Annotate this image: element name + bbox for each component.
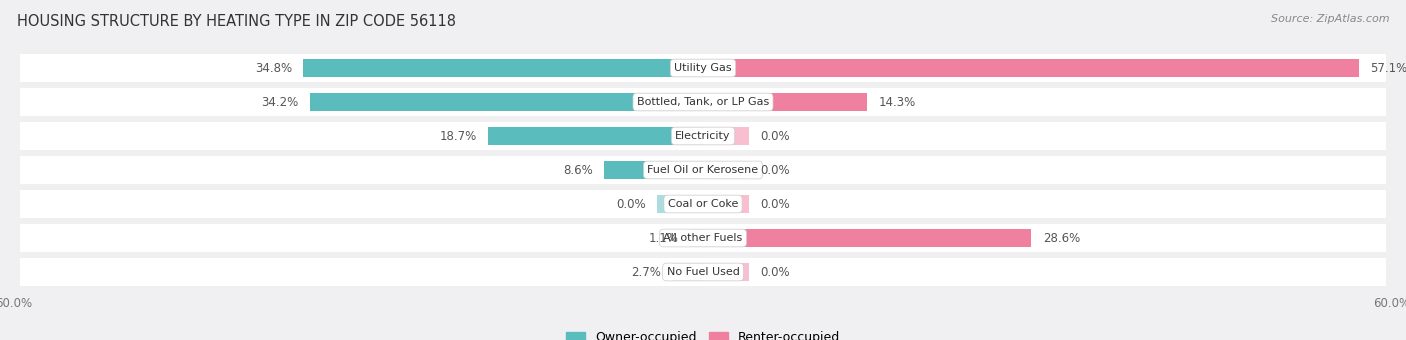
Bar — [605, 161, 703, 180]
Text: 14.3%: 14.3% — [879, 96, 915, 108]
Bar — [14, 120, 1392, 152]
Bar — [703, 194, 749, 214]
Bar — [14, 222, 1392, 254]
Bar — [14, 86, 1392, 118]
Legend: Owner-occupied, Renter-occupied: Owner-occupied, Renter-occupied — [561, 326, 845, 340]
Bar — [20, 122, 1386, 150]
Text: 2.7%: 2.7% — [631, 266, 661, 278]
Text: HOUSING STRUCTURE BY HEATING TYPE IN ZIP CODE 56118: HOUSING STRUCTURE BY HEATING TYPE IN ZIP… — [17, 14, 456, 29]
Text: All other Fuels: All other Fuels — [664, 233, 742, 243]
Bar — [14, 188, 1392, 220]
Bar — [20, 224, 1386, 252]
Bar — [703, 127, 749, 146]
Text: Electricity: Electricity — [675, 131, 731, 141]
Bar — [20, 190, 1386, 218]
Text: 34.2%: 34.2% — [262, 96, 299, 108]
Text: 0.0%: 0.0% — [761, 266, 790, 278]
Text: 57.1%: 57.1% — [1369, 62, 1406, 74]
Text: Bottled, Tank, or LP Gas: Bottled, Tank, or LP Gas — [637, 97, 769, 107]
Bar — [703, 228, 1032, 247]
Text: 34.8%: 34.8% — [254, 62, 292, 74]
Text: 8.6%: 8.6% — [562, 164, 593, 176]
Bar — [703, 262, 749, 281]
Text: 28.6%: 28.6% — [1043, 232, 1080, 244]
Text: Coal or Coke: Coal or Coke — [668, 199, 738, 209]
Text: No Fuel Used: No Fuel Used — [666, 267, 740, 277]
Bar — [703, 161, 749, 180]
Text: Utility Gas: Utility Gas — [675, 63, 731, 73]
Text: 0.0%: 0.0% — [761, 130, 790, 142]
Bar — [304, 58, 703, 77]
Text: 0.0%: 0.0% — [761, 164, 790, 176]
Text: 0.0%: 0.0% — [761, 198, 790, 210]
Text: Source: ZipAtlas.com: Source: ZipAtlas.com — [1271, 14, 1389, 23]
Text: 18.7%: 18.7% — [440, 130, 477, 142]
Bar — [703, 93, 868, 112]
Bar — [20, 54, 1386, 82]
Bar — [14, 52, 1392, 84]
Bar — [690, 228, 703, 247]
Text: 0.0%: 0.0% — [616, 198, 645, 210]
Text: Fuel Oil or Kerosene: Fuel Oil or Kerosene — [647, 165, 759, 175]
Bar — [703, 58, 1358, 77]
Bar — [14, 154, 1392, 186]
Bar — [672, 262, 703, 281]
Bar — [20, 156, 1386, 184]
Text: 1.1%: 1.1% — [650, 232, 679, 244]
Bar — [311, 93, 703, 112]
Bar — [20, 258, 1386, 286]
Bar — [14, 256, 1392, 288]
Bar — [488, 127, 703, 146]
Bar — [20, 88, 1386, 116]
Bar — [657, 194, 703, 214]
